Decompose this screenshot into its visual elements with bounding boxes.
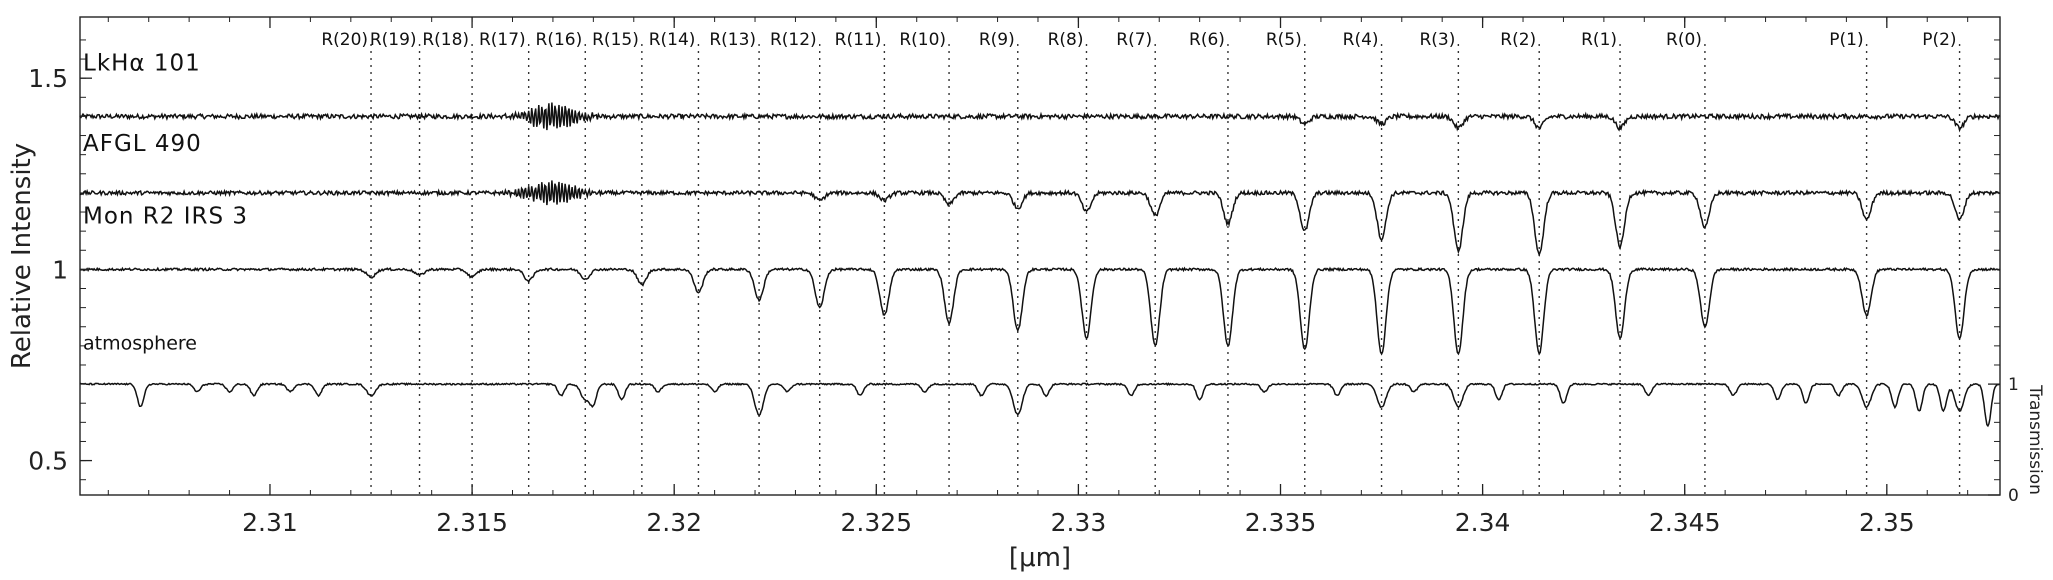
line-markers xyxy=(370,44,1961,495)
y-tick-label: 1.5 xyxy=(28,64,68,93)
x-tick-label: 2.325 xyxy=(841,508,913,537)
series-label: atmosphere xyxy=(83,333,197,355)
series-trace xyxy=(79,266,2001,356)
line-label: R(17) xyxy=(479,30,526,50)
line-label: R(8) xyxy=(1048,30,1084,50)
y-tick-label: 1 xyxy=(52,255,68,284)
line-label: P(2) xyxy=(1922,30,1956,50)
line-label: R(15) xyxy=(592,30,639,50)
line-label: R(12) xyxy=(770,30,817,50)
right-tick-label: 0 xyxy=(2008,486,2019,506)
x-tick-label: 2.33 xyxy=(1051,508,1107,537)
line-label: P(1) xyxy=(1829,30,1863,50)
line-label: R(3) xyxy=(1419,30,1455,50)
line-label: R(10) xyxy=(899,30,946,50)
line-label: R(4) xyxy=(1343,30,1379,50)
spectral-traces xyxy=(79,102,2001,428)
line-label: R(19) xyxy=(370,30,417,50)
x-tick-label: 2.31 xyxy=(242,508,298,537)
x-axis-label: [μm] xyxy=(1009,543,1071,573)
x-tick-label: 2.35 xyxy=(1859,508,1915,537)
x-tick-label: 2.34 xyxy=(1455,508,1511,537)
series-trace xyxy=(79,382,2001,428)
line-label: R(20) xyxy=(321,30,368,50)
line-labels: R(20) R(19) R(18) R(17) R(16) R(15) R(14) R(13)… xyxy=(321,30,1956,50)
line-label: R(11) xyxy=(835,30,882,50)
line-label: R(14) xyxy=(649,30,696,50)
line-label: R(7) xyxy=(1116,30,1152,50)
x-tick-label: 2.315 xyxy=(436,508,508,537)
line-label: R(9) xyxy=(979,30,1015,50)
series-label: AFGL 490 xyxy=(83,131,202,157)
line-label: R(2) xyxy=(1500,30,1536,50)
right-axis-label: Transmission xyxy=(2025,384,2045,495)
axis-ticks: 2.31 2.315 2.32 2.325 2.33 2.335 2.34 2.345 2.35… xyxy=(28,17,2019,537)
line-label: R(6) xyxy=(1189,30,1225,50)
series-label: LkHα 101 xyxy=(83,51,201,77)
series-label: Mon R2 IRS 3 xyxy=(83,203,248,229)
line-label: R(16) xyxy=(536,30,583,50)
line-label: R(18) xyxy=(422,30,469,50)
x-tick-label: 2.32 xyxy=(646,508,702,537)
plot-frame xyxy=(79,16,2001,496)
series-trace xyxy=(79,102,2001,133)
y-tick-label: 0.5 xyxy=(28,447,68,476)
series-trace xyxy=(79,180,2001,258)
line-label: R(0) xyxy=(1666,30,1702,50)
x-tick-label: 2.335 xyxy=(1245,508,1317,537)
line-label: R(1) xyxy=(1581,30,1617,50)
series-labels: LkHα 101 AFGL 490 Mon R2 IRS 3 atmosphere xyxy=(83,51,248,355)
y-axis-label: Relative Intensity xyxy=(7,143,37,369)
line-label: R(13) xyxy=(709,30,756,50)
line-label: R(5) xyxy=(1266,30,1302,50)
x-tick-label: 2.345 xyxy=(1649,508,1721,537)
right-tick-label: 1 xyxy=(2008,375,2019,395)
